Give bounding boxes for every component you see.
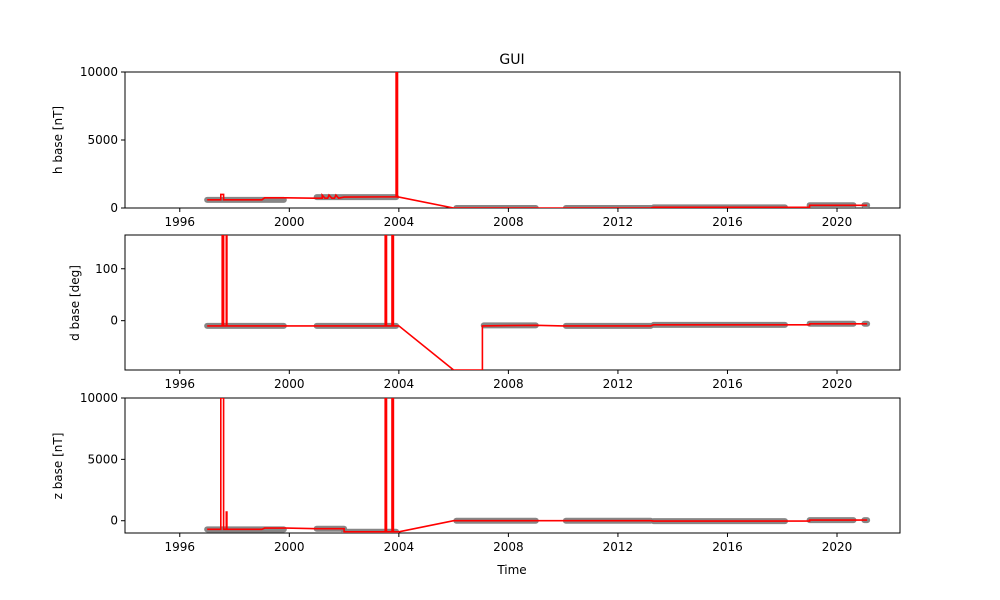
baseline-line-h-base	[207, 72, 868, 208]
plot-area-z-base	[124, 397, 901, 534]
x-tick-label-d-base-0: 1996	[164, 377, 195, 391]
y-tick-label-d-base-0: 0	[110, 314, 118, 328]
y-axis-label-z-base: z base [nT]	[51, 433, 65, 500]
plot-area-d-base	[124, 234, 901, 371]
y-axis-label-h-base: h base [nT]	[51, 106, 65, 174]
x-tick-label-h-base-4: 2012	[603, 215, 634, 229]
y-tick-label-h-base-2: 10000	[80, 65, 118, 79]
x-axis-z-base: 1996 2000 2004 2008 2012 2016 2020	[164, 533, 852, 554]
x-tick-label-d-base-6: 2020	[822, 377, 853, 391]
x-tick-label-h-base-2: 2004	[384, 215, 415, 229]
x-tick-label-d-base-1: 2000	[274, 377, 305, 391]
baseline-line-z-base	[207, 398, 868, 533]
x-tick-label-z-base-3: 2008	[493, 540, 524, 554]
x-axis-label: Time	[496, 563, 526, 577]
x-tick-label-d-base-4: 2012	[603, 377, 634, 391]
y-tick-label-z-base-2: 10000	[80, 391, 118, 405]
x-tick-label-z-base-2: 2004	[384, 540, 415, 554]
x-tick-label-h-base-6: 2020	[822, 215, 853, 229]
data-marks-d-base	[204, 235, 871, 370]
y-tick-label-z-base-1: 5000	[87, 452, 118, 466]
x-tick-label-h-base-1: 2000	[274, 215, 305, 229]
x-axis-d-base: 1996 2000 2004 2008 2012 2016 2020	[164, 370, 852, 391]
data-marks-h-base	[204, 72, 871, 208]
chart-title: GUI	[499, 52, 524, 68]
x-tick-label-d-base-5: 2016	[712, 377, 743, 391]
y-axis-z-base: 0 5000 10000	[80, 391, 125, 528]
data-marks-z-base	[204, 398, 871, 533]
y-axis-h-base: 0 5000 10000	[80, 65, 125, 215]
x-tick-label-h-base-0: 1996	[164, 215, 195, 229]
x-axis-h-base: 1996 2000 2004 2008 2012 2016 2020	[164, 208, 852, 229]
y-tick-label-d-base-1: 100	[95, 262, 118, 276]
x-tick-label-d-base-2: 2004	[384, 377, 415, 391]
x-tick-label-z-base-0: 1996	[164, 540, 195, 554]
panel-d-base: 0 100 1996 2000 2004 2008 2012 2016 2020 d base…	[68, 234, 901, 391]
y-tick-label-h-base-1: 5000	[87, 133, 118, 147]
x-tick-label-z-base-6: 2020	[822, 540, 853, 554]
plot-area-h-base	[124, 71, 901, 209]
x-tick-label-h-base-3: 2008	[493, 215, 524, 229]
y-tick-label-h-base-0: 0	[110, 201, 118, 215]
y-tick-label-z-base-0: 0	[110, 514, 118, 528]
x-tick-label-z-base-5: 2016	[712, 540, 743, 554]
x-tick-label-z-base-1: 2000	[274, 540, 305, 554]
x-tick-label-h-base-5: 2016	[712, 215, 743, 229]
x-tick-label-d-base-3: 2008	[493, 377, 524, 391]
baseline-line-d-base	[207, 235, 868, 370]
y-axis-d-base: 0 100	[95, 262, 125, 328]
x-tick-label-z-base-4: 2012	[603, 540, 634, 554]
y-axis-label-d-base: d base [deg]	[68, 265, 82, 341]
